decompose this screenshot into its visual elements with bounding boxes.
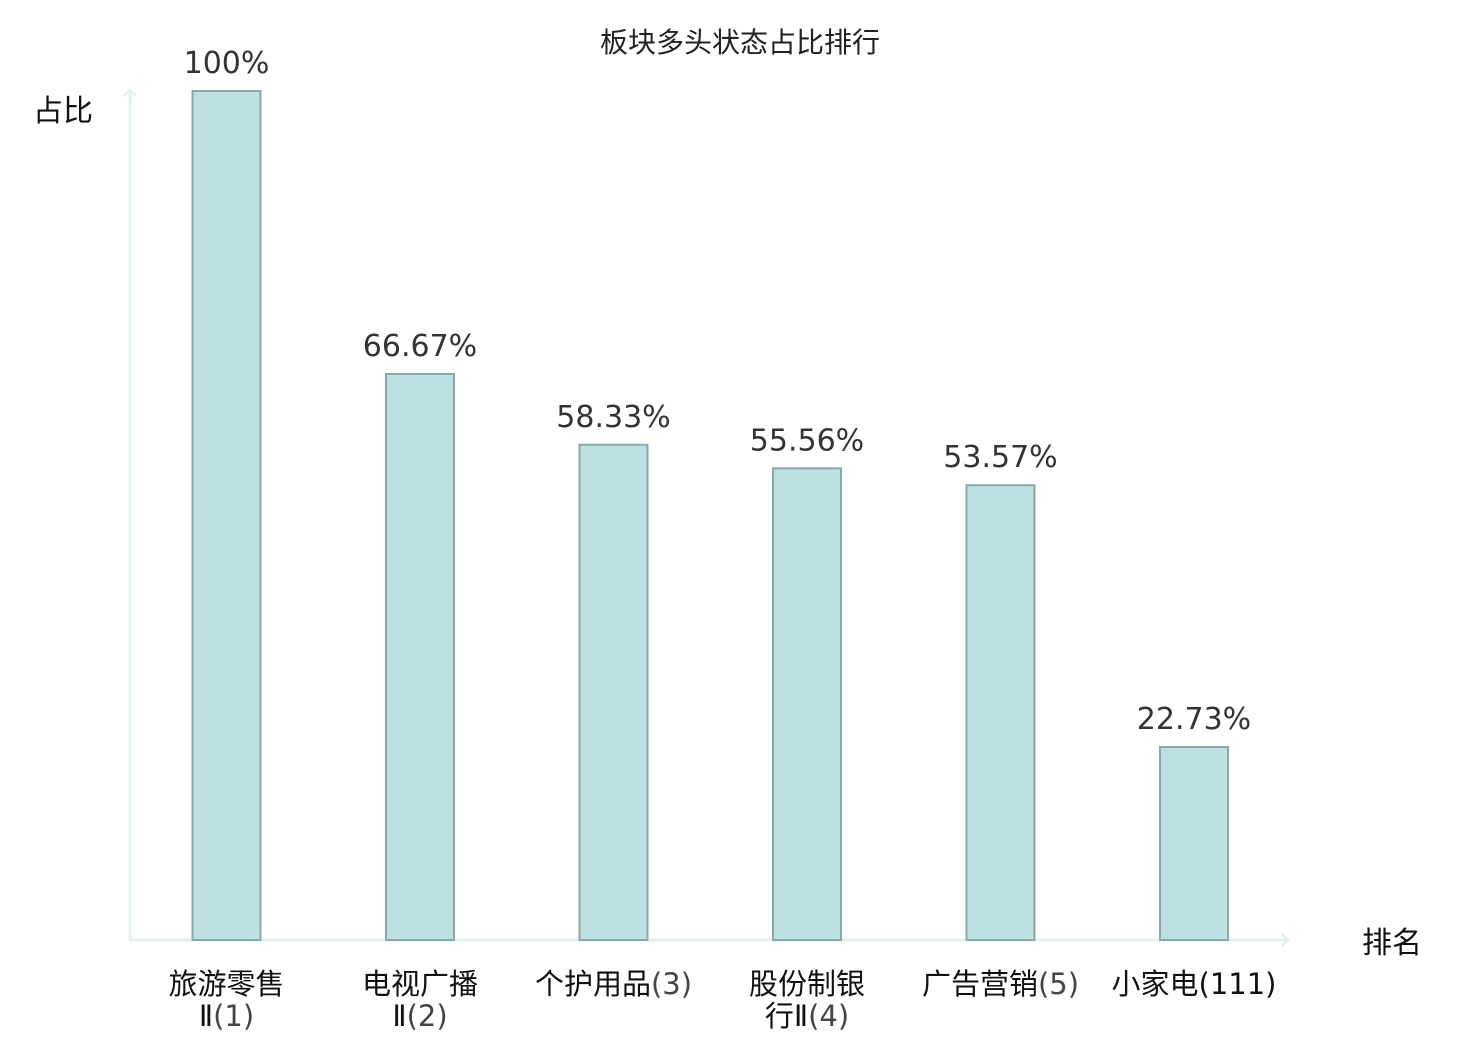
value-labels-group: 100% 66.67% 58.33% 55.56% 53.57% 22.73%	[184, 46, 1252, 737]
bar-2	[385, 373, 455, 941]
value-label-4: 55.56%	[750, 423, 864, 458]
category-labels-group: 旅游零售 Ⅱ(1) 电视广播 Ⅱ(2) 个护用品(3) 股份制银行Ⅱ(4) 广告营销(5) 小…	[168, 967, 1276, 1033]
value-label-2: 66.67%	[363, 329, 477, 364]
value-label-6: 22.73%	[1137, 702, 1251, 737]
chart-title: 板块多头状态占比排行	[600, 26, 880, 59]
category-label-4: 股份制银行Ⅱ(4)	[749, 967, 865, 1033]
value-label-3: 58.33%	[556, 400, 670, 435]
bar-5	[965, 484, 1036, 941]
bar-4	[772, 467, 842, 941]
bar-1	[191, 90, 262, 941]
category-label-3: 个护用品(3)	[535, 967, 692, 1001]
bars-group	[191, 90, 1229, 941]
category-label-1: 旅游零售 Ⅱ(1)	[168, 967, 284, 1033]
value-label-1: 100%	[184, 46, 270, 81]
bar-3	[578, 443, 649, 941]
x-axis-label: 排名	[1362, 926, 1422, 961]
category-label-6: 小家电(111)	[1112, 967, 1277, 1001]
y-axis-label: 占比	[33, 94, 93, 129]
bar-6	[1159, 746, 1229, 941]
category-label-5: 广告营销(5)	[922, 967, 1079, 1001]
value-label-5: 53.57%	[943, 440, 1057, 475]
category-label-2: 电视广播 Ⅱ(2)	[362, 967, 478, 1033]
